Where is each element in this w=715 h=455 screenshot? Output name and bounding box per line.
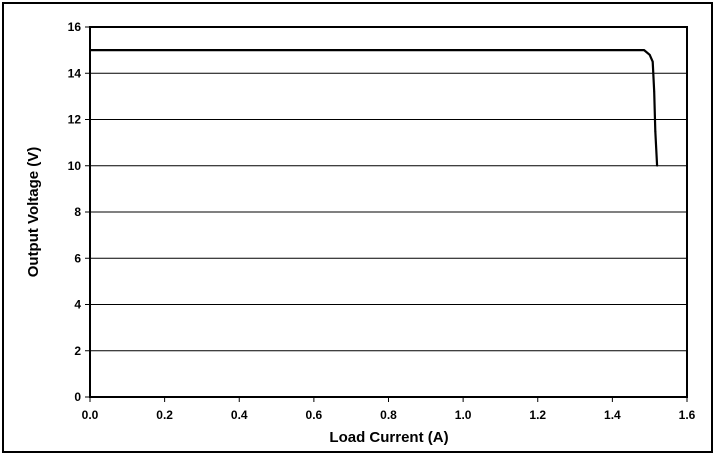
- x-tick-label: 0.8: [380, 408, 397, 422]
- y-axis-ticks: 0 2 4 6 8 10 12 14 16: [68, 20, 90, 404]
- gridlines: [90, 72, 687, 352]
- series-line: [90, 49, 659, 166]
- data-point: [89, 49, 91, 52]
- data-point: [651, 60, 654, 63]
- y-tick-label: 12: [68, 113, 82, 127]
- y-axis-title: Output Voltage (V): [25, 147, 42, 278]
- x-tick-label: 1.0: [455, 408, 472, 422]
- y-tick-label: 8: [74, 205, 81, 219]
- x-axis-ticks: 0.0 0.2 0.4 0.6 0.8 1.0 1.2 1.4 1.6: [82, 397, 696, 422]
- data-point: [342, 49, 345, 52]
- x-tick-label: 0.4: [231, 408, 248, 422]
- x-tick-label: 1.6: [679, 408, 696, 422]
- y-tick-label: 4: [74, 298, 81, 312]
- x-tick-label: 1.2: [529, 408, 546, 422]
- x-axis-title: Load Current (A): [329, 429, 448, 446]
- x-tick-label: 0.6: [306, 408, 323, 422]
- data-point: [643, 49, 645, 52]
- series-layer: [89, 49, 659, 167]
- data-point: [654, 130, 657, 132]
- y-tick-label: 16: [68, 20, 82, 34]
- y-tick-label: 6: [74, 251, 81, 265]
- data-point: [656, 164, 659, 167]
- x-tick-label: 1.4: [604, 408, 621, 422]
- data-point: [653, 90, 656, 93]
- x-tick-label: 0.2: [156, 408, 173, 422]
- x-tick-label: 0.0: [82, 408, 99, 422]
- y-tick-label: 14: [68, 66, 82, 80]
- data-point: [596, 49, 599, 52]
- y-tick-label: 0: [74, 390, 81, 404]
- y-tick-label: 10: [68, 159, 82, 173]
- y-tick-label: 2: [74, 344, 81, 358]
- data-point: [648, 53, 651, 56]
